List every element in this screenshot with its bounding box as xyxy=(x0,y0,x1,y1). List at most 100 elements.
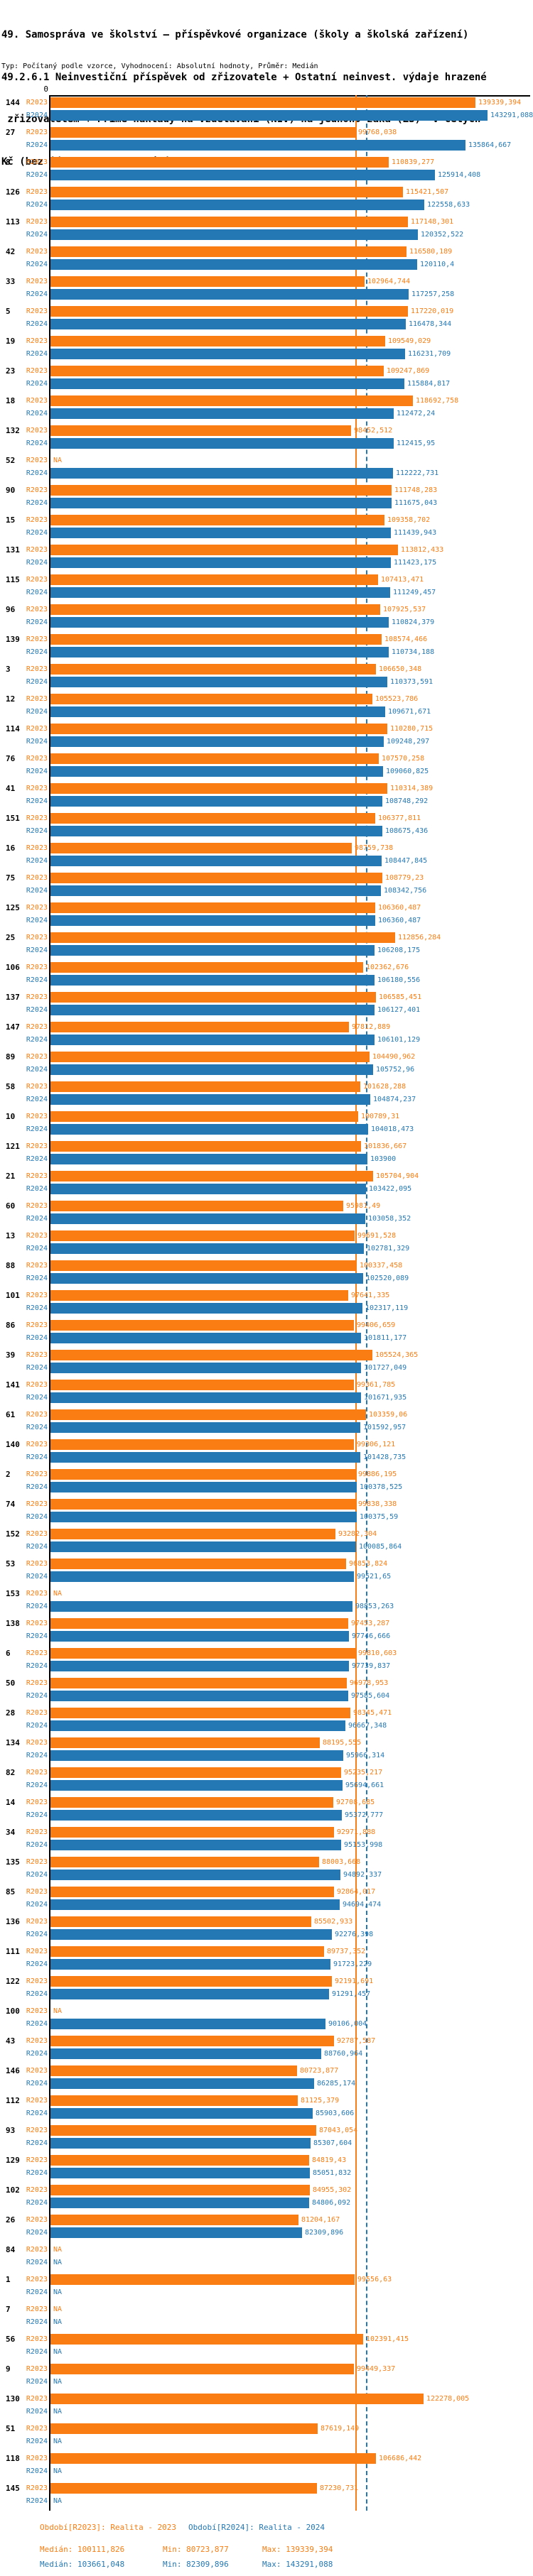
value-label-r2023: 110839,277 xyxy=(392,158,435,166)
series-label-r2023: R2023 xyxy=(26,218,48,226)
series-label-r2024: R2024 xyxy=(26,1931,48,1938)
bar-r2023 xyxy=(50,217,408,227)
series-label-r2023: R2023 xyxy=(26,1441,48,1448)
row-id: 23 xyxy=(6,366,16,376)
series-label-r2023: R2023 xyxy=(26,2097,48,2105)
series-label-r2024: R2024 xyxy=(26,917,48,924)
value-label-r2024: 117257,258 xyxy=(411,290,455,298)
bar-r2023 xyxy=(50,1499,355,1510)
bar-row: 101 R2023 97641,335 R2024 102317,119 xyxy=(0,1290,533,1320)
bar-row: 27 R2023 99768,038 R2024 135864,667 xyxy=(0,127,533,157)
row-id: 25 xyxy=(6,933,16,942)
value-label-r2024: 105752,96 xyxy=(376,1066,415,1074)
bar-r2023 xyxy=(50,1678,347,1688)
series-label-r2023: R2023 xyxy=(26,1113,48,1120)
row-id: 18 xyxy=(6,396,16,405)
value-label-r2024: 110734,188 xyxy=(392,648,435,656)
bar-r2024 xyxy=(50,1840,341,1850)
series-label-r2023: R2023 xyxy=(26,1023,48,1031)
value-label-r2024: 95966,314 xyxy=(346,1752,385,1759)
bar-row: 86 R2023 99406,659 R2024 101811,177 xyxy=(0,1320,533,1350)
bar-row: 85 R2023 92864,017 R2024 94694,474 xyxy=(0,1887,533,1916)
series-label-r2024: R2024 xyxy=(26,231,48,239)
series-label-r2024: R2024 xyxy=(26,320,48,328)
value-label-r2024: 109060,825 xyxy=(386,768,429,775)
bar-r2024 xyxy=(50,289,409,300)
value-label-r2023: 106377,811 xyxy=(378,814,421,822)
value-label-r2024: 109248,297 xyxy=(387,738,430,746)
value-label-r2024: 100375,59 xyxy=(360,1513,399,1521)
na-label-r2023: NA xyxy=(53,457,63,464)
bar-r2023 xyxy=(50,1409,366,1420)
row-id: 50 xyxy=(6,1679,16,1688)
row-id: 43 xyxy=(6,2036,16,2046)
na-label-r2024: NA xyxy=(53,2467,63,2475)
bar-r2023 xyxy=(50,932,395,943)
row-id: 129 xyxy=(6,2156,20,2165)
value-label-r2024: 111439,943 xyxy=(394,529,437,537)
series-label-r2024: R2024 xyxy=(26,1901,48,1909)
bar-r2024 xyxy=(50,1541,356,1552)
value-label-r2023: 105704,904 xyxy=(376,1172,419,1180)
series-label-r2023: R2023 xyxy=(26,1739,48,1747)
bar-r2024 xyxy=(50,2138,311,2149)
bar-row: 134 R2023 88195,555 R2024 95966,314 xyxy=(0,1737,533,1767)
bar-row: 82 R2023 95235,217 R2024 95694,661 xyxy=(0,1767,533,1797)
series-label-r2023: R2023 xyxy=(26,2335,48,2343)
row-id: 146 xyxy=(6,2066,20,2075)
bar-r2024 xyxy=(50,1303,362,1314)
value-label-r2023: 88195,555 xyxy=(323,1739,362,1747)
value-label-r2024: 94694,474 xyxy=(343,1901,382,1909)
row-id: 27 xyxy=(6,128,16,137)
na-label-r2024: NA xyxy=(53,2408,63,2416)
series-label-r2023: R2023 xyxy=(26,2425,48,2433)
series-label-r2023: R2023 xyxy=(26,1948,48,1955)
bar-row: 130 R2023 122278,005 R2024 NA xyxy=(0,2394,533,2423)
series-label-r2023: R2023 xyxy=(26,1411,48,1419)
legend-min-r2023: Min: 80723,877 xyxy=(163,2545,229,2554)
row-id: 34 xyxy=(6,1828,16,1837)
bar-row: 43 R2023 92787,587 R2024 88760,964 xyxy=(0,2036,533,2065)
value-label-r2023: 107570,258 xyxy=(382,755,425,763)
bar-row: 129 R2023 84819,43 R2024 85051,832 xyxy=(0,2155,533,2185)
bar-r2023 xyxy=(50,813,375,824)
row-id: 130 xyxy=(6,2394,20,2403)
series-label-r2023: R2023 xyxy=(26,129,48,136)
bar-r2024 xyxy=(50,2019,325,2029)
series-label-r2023: R2023 xyxy=(26,397,48,405)
series-label-r2024: R2024 xyxy=(26,1752,48,1759)
bar-row: 102 R2023 84955,302 R2024 84806,092 xyxy=(0,2185,533,2215)
bar-r2024 xyxy=(50,1601,352,1612)
series-label-r2024: R2024 xyxy=(26,1275,48,1282)
bar-r2023 xyxy=(50,1469,355,1480)
bar-row: 96 R2023 107925,537 R2024 110824,379 xyxy=(0,604,533,634)
value-label-r2023: 106686,442 xyxy=(379,2455,422,2462)
bar-r2024 xyxy=(50,1959,330,1970)
value-label-r2023: 93282,304 xyxy=(338,1530,377,1538)
series-label-r2023: R2023 xyxy=(26,1799,48,1806)
series-label-r2024: R2024 xyxy=(26,1334,48,1342)
bar-r2023 xyxy=(50,2274,355,2285)
value-label-r2024: 88760,964 xyxy=(324,2050,363,2058)
row-id: 76 xyxy=(6,754,16,763)
value-label-r2024: 102781,329 xyxy=(367,1245,410,1252)
value-label-r2024: 95153,998 xyxy=(344,1841,383,1849)
series-label-r2023: R2023 xyxy=(26,2037,48,2045)
series-label-r2024: R2024 xyxy=(26,648,48,656)
value-label-r2024: 92276,398 xyxy=(335,1931,374,1938)
value-label-r2023: 96853,824 xyxy=(349,1560,388,1568)
value-label-r2024: 102520,089 xyxy=(366,1275,409,1282)
na-label-r2024: NA xyxy=(53,2348,63,2356)
value-label-r2024: 112415,95 xyxy=(397,440,436,447)
series-label-r2023: R2023 xyxy=(26,1620,48,1627)
series-label-r2024: R2024 xyxy=(26,1990,48,1998)
legend-min-r2024: Min: 82309,896 xyxy=(163,2560,229,2569)
bar-row: 114 R2023 110280,715 R2024 109248,297 xyxy=(0,724,533,753)
series-label-r2023: R2023 xyxy=(26,934,48,942)
bar-r2023 xyxy=(50,2423,318,2434)
row-id: 82 xyxy=(6,1768,16,1777)
series-label-r2023: R2023 xyxy=(26,1590,48,1598)
value-label-r2023: 117148,301 xyxy=(411,218,454,226)
series-label-r2024: R2024 xyxy=(26,1483,48,1491)
series-label-r2024: R2024 xyxy=(26,410,48,417)
